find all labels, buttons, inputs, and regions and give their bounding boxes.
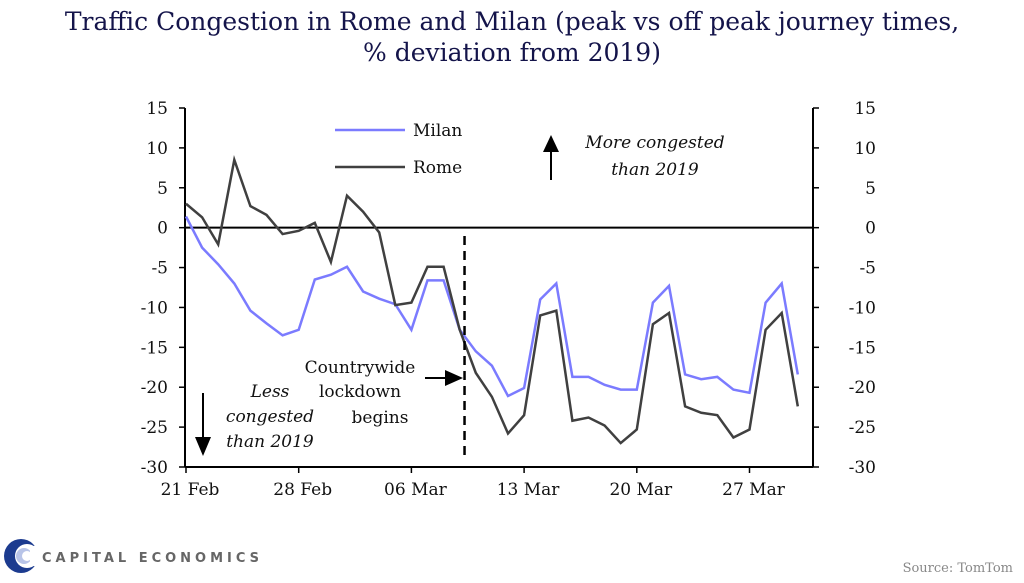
y-tick-label-left: -10 (141, 298, 168, 318)
annotation-less-2: congested (226, 407, 314, 427)
annotation-less-3: than 2019 (226, 432, 314, 452)
x-tick-label: 27 Mar (722, 480, 786, 500)
annotation-lockdown-1: Countrywide (305, 358, 416, 378)
down-arrow-icon (195, 393, 211, 456)
capital-economics-logo: CAPITAL ECONOMICS (4, 539, 263, 573)
x-tick-label: 13 Mar (497, 480, 561, 500)
right-arrow-icon (425, 370, 463, 386)
y-tick-label-right: -5 (859, 259, 876, 279)
source-note: Source: TomTom (903, 561, 1013, 576)
chart-title-line2: % deviation from 2019) (363, 38, 661, 67)
y-tick-label-left: -5 (151, 259, 168, 279)
y-tick-label-left: 5 (157, 179, 168, 199)
y-tick-label-right: 10 (854, 139, 876, 159)
annotation-more-2: than 2019 (611, 160, 699, 180)
y-tick-label-right: 15 (854, 99, 876, 119)
annotation-lockdown-2: lockdown (319, 382, 401, 402)
y-tick-label-left: -30 (141, 458, 168, 478)
x-tick-label: 21 Feb (161, 480, 220, 500)
y-tick-label-right: -30 (849, 458, 876, 478)
annotation-lockdown-3: begins (352, 408, 409, 428)
y-tick-label-right: -25 (849, 418, 876, 438)
y-tick-label-left: 15 (146, 99, 168, 119)
x-tick-label: 28 Feb (273, 480, 332, 500)
y-tick-label-right: -10 (849, 298, 876, 318)
up-arrow-icon (543, 135, 559, 180)
annotation-less-1: Less (250, 382, 290, 402)
y-tick-label-right: 0 (865, 219, 876, 239)
y-tick-label-left: -25 (141, 418, 168, 438)
svg-text:CAPITAL ECONOMICS: CAPITAL ECONOMICS (42, 551, 263, 566)
x-tick-label: 06 Mar (384, 480, 448, 500)
series-line-milan (184, 215, 800, 398)
series-group (184, 155, 800, 445)
y-tick-label-right: -15 (849, 338, 876, 358)
y-tick-label-left: 0 (157, 219, 168, 239)
y-tick-label-left: -20 (141, 378, 168, 398)
axes: 15 15 10 10 5 5 0 0 -5 -5 -10 -10 -15 -15 -20 -20 -25 -25… (141, 99, 876, 500)
chart-title-line1: Traffic Congestion in Rome and Milan (pe… (65, 7, 959, 36)
annotation-more-1: More congested (584, 133, 724, 153)
legend-label-milan: Milan (413, 121, 462, 141)
y-tick-label-left: 10 (146, 139, 168, 159)
y-tick-label-right: 5 (865, 179, 876, 199)
x-tick-label: 20 Mar (609, 480, 673, 500)
y-tick-label-right: -20 (849, 378, 876, 398)
series-line-rome (185, 155, 800, 445)
y-tick-label-left: -15 (141, 338, 168, 358)
legend-label-rome: Rome (413, 158, 462, 178)
